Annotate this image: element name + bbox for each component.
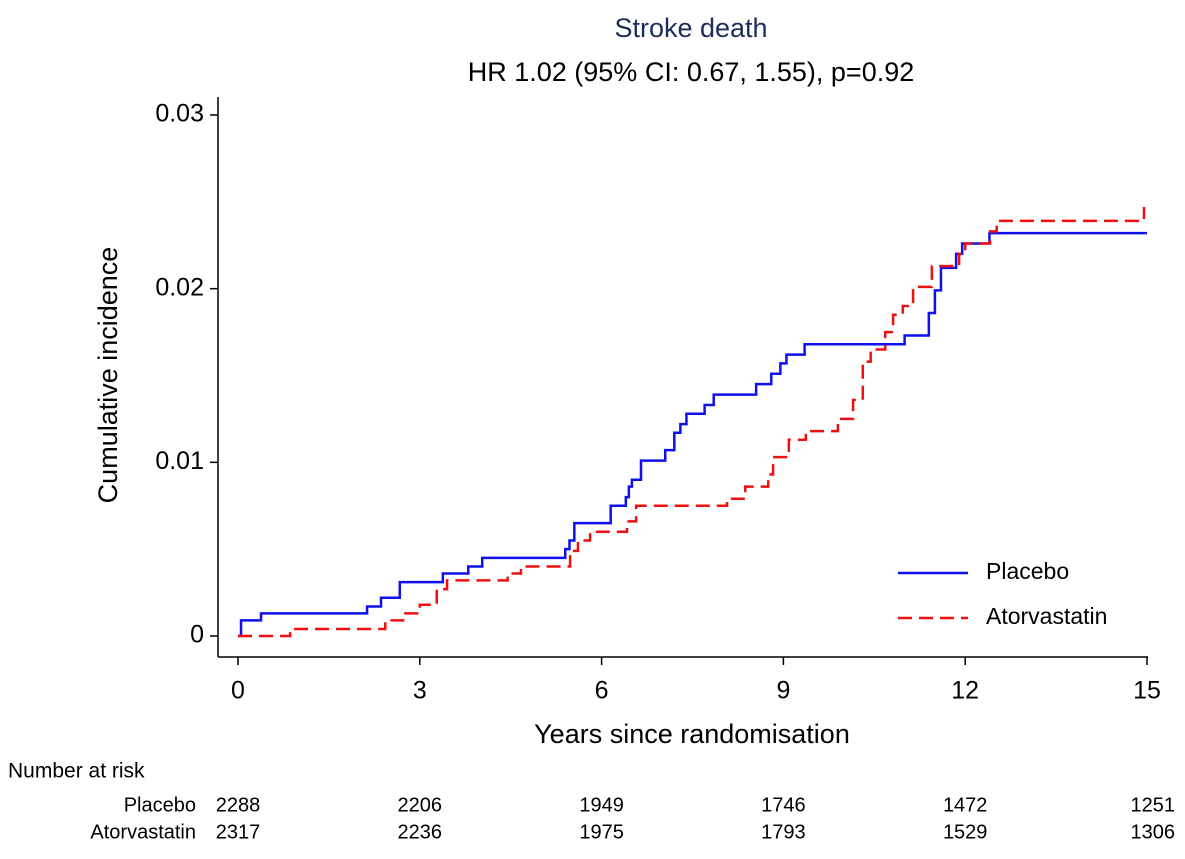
y-tick-label: 0.01 [155, 447, 204, 475]
risk-value: 1529 [943, 821, 988, 843]
legend-label: Atorvastatin [986, 603, 1107, 629]
series-line [238, 231, 1147, 638]
risk-value: 1472 [943, 794, 988, 816]
y-tick-label: 0.03 [155, 100, 204, 128]
y-axis-label: Cumulative incidence [93, 247, 123, 504]
risk-value: 2288 [216, 794, 261, 816]
risk-value: 1949 [579, 794, 624, 816]
x-axis-label: Years since randomisation [534, 719, 850, 749]
x-tick-label: 15 [1133, 677, 1161, 705]
risk-value: 1975 [579, 821, 624, 843]
x-tick-label: 9 [776, 677, 790, 705]
x-tick-label: 12 [951, 677, 979, 705]
chart-title: Stroke death [614, 13, 767, 43]
y-tick-label: 0.02 [155, 273, 204, 301]
x-tick-label: 6 [595, 677, 609, 705]
risk-table-title: Number at risk [8, 760, 145, 783]
risk-value: 2317 [216, 821, 261, 843]
risk-value: 1306 [1131, 821, 1176, 843]
risk-value: 1793 [761, 821, 806, 843]
x-tick-label: 3 [413, 677, 427, 705]
risk-row-label: Placebo [124, 794, 196, 816]
risk-value: 2236 [398, 821, 443, 843]
y-tick-label: 0 [190, 621, 204, 649]
risk-value: 1746 [761, 794, 806, 816]
chart-subtitle: HR 1.02 (95% CI: 0.67, 1.55), p=0.92 [468, 57, 915, 87]
series-line [238, 207, 1146, 638]
risk-value: 1251 [1131, 794, 1176, 816]
legend-label: Placebo [986, 558, 1069, 584]
risk-value: 2206 [398, 794, 443, 816]
risk-row-label: Atorvastatin [90, 821, 196, 843]
x-tick-label: 0 [231, 677, 245, 705]
